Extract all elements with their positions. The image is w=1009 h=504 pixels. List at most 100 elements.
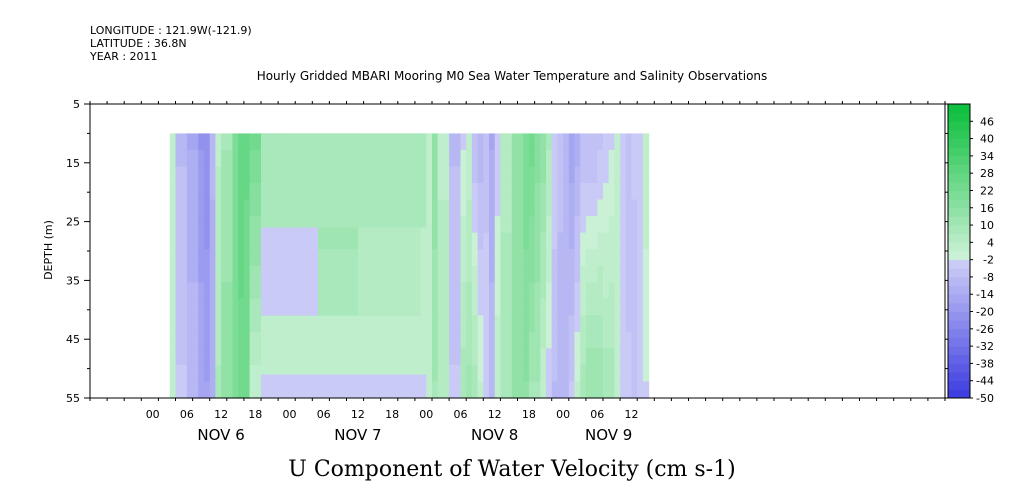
heatmap-cell (500, 348, 513, 366)
heatmap-cell (449, 282, 462, 300)
heatmap-cell (494, 381, 501, 399)
heatmap-cell (226, 133, 234, 151)
heatmap-cell (557, 315, 564, 333)
colorbar-label: 34 (980, 150, 994, 163)
heatmap-cell (585, 149, 598, 168)
colorbar-label: 10 (980, 219, 994, 232)
heatmap-cell (540, 183, 547, 201)
heatmap-cell (642, 183, 650, 201)
heatmap-cell (540, 133, 547, 151)
heatmap-cell (528, 298, 536, 316)
heatmap-cell (631, 149, 638, 168)
heatmap-cell (620, 298, 627, 316)
heatmap-cell (198, 133, 205, 151)
heatmap-cell (637, 232, 644, 250)
heatmap-cell (585, 183, 598, 201)
heatmap-cell (249, 265, 262, 283)
heatmap-cell (169, 381, 177, 399)
heatmap-cell (494, 298, 501, 316)
heatmap-cell (597, 298, 604, 316)
heatmap-cell (546, 331, 553, 349)
heatmap-cell (471, 282, 479, 300)
colorbar-swatch (948, 380, 970, 390)
heatmap-cell (432, 315, 439, 333)
heatmap-cell (563, 149, 570, 168)
heatmap-cell (483, 315, 490, 333)
heatmap-cell (243, 149, 251, 168)
heatmap-cell (460, 331, 467, 349)
heatmap-cell (238, 331, 245, 349)
heatmap-cell (198, 183, 205, 201)
heatmap-cell (226, 315, 234, 333)
heatmap-cell (511, 331, 524, 349)
heatmap-cell (426, 381, 433, 399)
heatmap-cell (568, 315, 576, 333)
heatmap-cell (432, 331, 439, 349)
heatmap-cell (437, 166, 450, 184)
heatmap-cell (523, 348, 530, 366)
heatmap-cell (221, 183, 228, 201)
y-tick-label: 35 (66, 274, 80, 287)
heatmap-cell (477, 232, 484, 250)
heatmap-cell (169, 216, 177, 234)
heatmap-cell (534, 315, 541, 333)
colorbar-swatch (948, 311, 970, 321)
heatmap-cell (557, 249, 564, 267)
heatmap-cell (597, 315, 604, 333)
heatmap-cell (614, 249, 621, 267)
heatmap-cell (523, 282, 530, 300)
heatmap-cell (221, 348, 228, 366)
heatmap-cell (614, 149, 621, 168)
heatmap-cell (534, 232, 541, 250)
heatmap-cell (483, 133, 490, 151)
heatmap-cell (557, 166, 564, 184)
heatmap-cell (494, 183, 501, 201)
heatmap-cell (580, 265, 587, 283)
heatmap-cell (432, 265, 439, 283)
heatmap-cell (426, 364, 433, 383)
heatmap-cell (637, 315, 644, 333)
heatmap-cell (198, 331, 205, 349)
heatmap-cell (204, 166, 211, 184)
heatmap-cell (597, 348, 604, 366)
heatmap-field (169, 133, 650, 399)
heatmap-cell (169, 166, 177, 184)
heatmap-cell (243, 282, 251, 300)
heatmap-cell (585, 381, 598, 399)
heatmap-cell (232, 381, 239, 399)
heatmap-cell (477, 199, 484, 217)
heatmap-cell (460, 298, 467, 316)
heatmap-cell (215, 364, 222, 383)
heatmap-cell (546, 348, 553, 366)
heatmap-cell (249, 232, 262, 250)
heatmap-cell (466, 249, 473, 267)
heatmap-cell (574, 133, 581, 151)
heatmap-cell (215, 249, 222, 267)
heatmap-cell (249, 298, 262, 316)
heatmap-cell (551, 166, 558, 184)
heatmap-cell (580, 149, 587, 168)
heatmap-cell (437, 331, 450, 349)
heatmap-cell (568, 183, 576, 201)
heatmap-cell (420, 298, 427, 316)
heatmap-cell (500, 216, 513, 234)
heatmap-cell (466, 216, 473, 234)
heatmap-cell (614, 381, 621, 399)
heatmap-cell (585, 282, 598, 300)
heatmap-cell (489, 199, 496, 217)
heatmap-cell (614, 298, 621, 316)
heatmap-cell (420, 282, 427, 300)
heatmap-cell (169, 232, 177, 250)
heatmap-cell (169, 331, 177, 349)
heatmap-cell (563, 381, 570, 399)
heatmap-cell (186, 298, 199, 316)
heatmap-cell (215, 282, 222, 300)
heatmap-cell (551, 183, 558, 201)
heatmap-cell (625, 133, 633, 151)
heatmap-cell (437, 348, 450, 366)
heatmap-cell (523, 166, 530, 184)
colorbar-swatch (948, 225, 970, 235)
heatmap-cell (204, 364, 211, 383)
heatmap-cell (226, 298, 234, 316)
heatmap-cell (625, 265, 633, 283)
